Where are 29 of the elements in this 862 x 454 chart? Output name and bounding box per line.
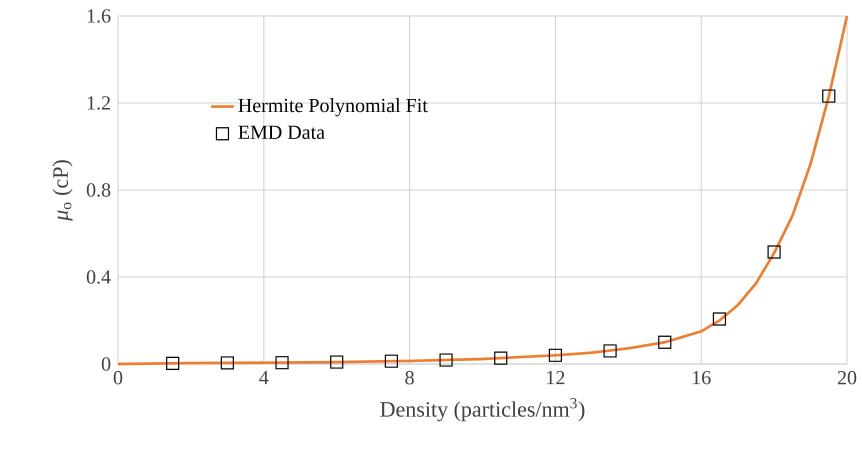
- point: [384, 354, 398, 368]
- x-tick-label: 8: [405, 370, 414, 384]
- y-axis-title: μ$_{o}$ (cP): [52, 160, 72, 221]
- point: [603, 344, 617, 358]
- point: [548, 348, 562, 362]
- y-tick-label: 1.2: [88, 96, 110, 110]
- y-tick-label: 0: [102, 357, 110, 371]
- point: [166, 356, 180, 370]
- y-tick-label: 1.6: [88, 9, 110, 23]
- x-axis-title: Density (particles/nm$^{3}$): [380, 398, 584, 422]
- point: [768, 245, 781, 259]
- legend-label: Hermite Polynomial Fit: [238, 98, 428, 116]
- x-tick-label: 0: [114, 370, 122, 384]
- point: [494, 352, 508, 365]
- point: [275, 356, 289, 370]
- point: [658, 336, 672, 349]
- x-tick-label: 16: [692, 370, 711, 384]
- point: [330, 355, 344, 369]
- x-tick-label: 12: [547, 370, 564, 384]
- line-series: [116, 14, 848, 366]
- point: [822, 89, 836, 103]
- legend-label: EMD Data: [238, 126, 325, 139]
- x-tick-label: 4: [259, 370, 268, 384]
- point: [439, 353, 453, 367]
- y-tick-label: 0.4: [86, 270, 111, 284]
- y-tick-label: 0.8: [86, 183, 110, 197]
- point: [712, 312, 726, 326]
- x-tick-label: 20: [838, 370, 856, 384]
- point: [220, 356, 234, 370]
